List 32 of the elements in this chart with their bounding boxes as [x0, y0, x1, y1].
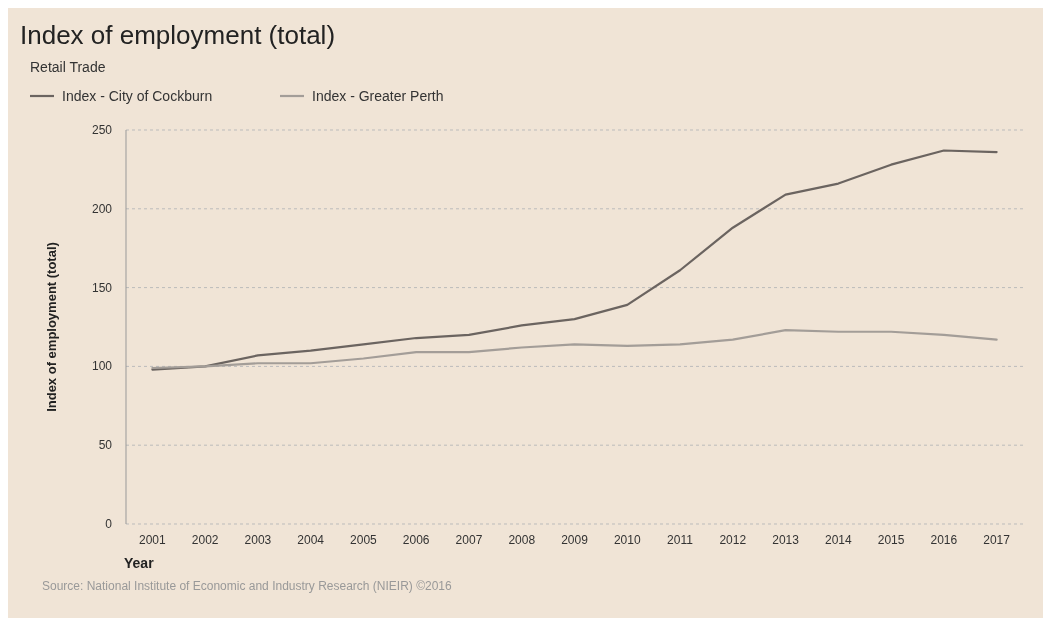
source-note: Source: National Institute of Economic and Industry Research (NIEIR) ©2016	[42, 579, 453, 593]
x-tick-label: 2008	[508, 533, 536, 547]
legend-label: Index - City of Cockburn	[62, 88, 213, 104]
y-tick-label: 150	[91, 280, 113, 295]
chart-subtitle: Retail Trade	[30, 59, 106, 75]
legend-label: Index - Greater Perth	[312, 88, 444, 104]
x-tick-label: 2006	[402, 533, 430, 547]
x-tick-label: 2004	[297, 533, 325, 547]
y-tick-label: 100	[91, 359, 113, 374]
x-tick-label: 2017	[983, 533, 1011, 547]
x-tick-label: 2007	[455, 533, 483, 547]
x-tick-label: 2010	[613, 533, 641, 547]
x-tick-label: 2013	[772, 533, 800, 547]
y-tick-label: 0	[105, 517, 113, 531]
x-tick-label: 2005	[350, 533, 378, 547]
x-tick-label: 2015	[877, 533, 905, 547]
y-axis-title: Index of employment (total)	[44, 242, 59, 412]
y-tick-label: 200	[91, 201, 113, 216]
x-tick-label: 2001	[139, 533, 167, 547]
line-series	[151, 329, 998, 370]
x-tick-label: 2009	[561, 533, 589, 547]
x-tick-label: 2011	[667, 533, 694, 547]
x-tick-label: 2012	[719, 533, 747, 547]
x-tick-label: 2003	[244, 533, 272, 547]
chart-title: Index of employment (total)	[20, 20, 336, 50]
x-tick-label: 2014	[824, 533, 852, 547]
x-tick-label: 2016	[930, 533, 958, 547]
line-series	[151, 149, 998, 371]
x-tick-label: 2002	[191, 533, 219, 547]
y-tick-label: 50	[98, 438, 113, 453]
y-tick-label: 250	[91, 123, 113, 137]
x-axis-title: Year	[124, 555, 155, 571]
